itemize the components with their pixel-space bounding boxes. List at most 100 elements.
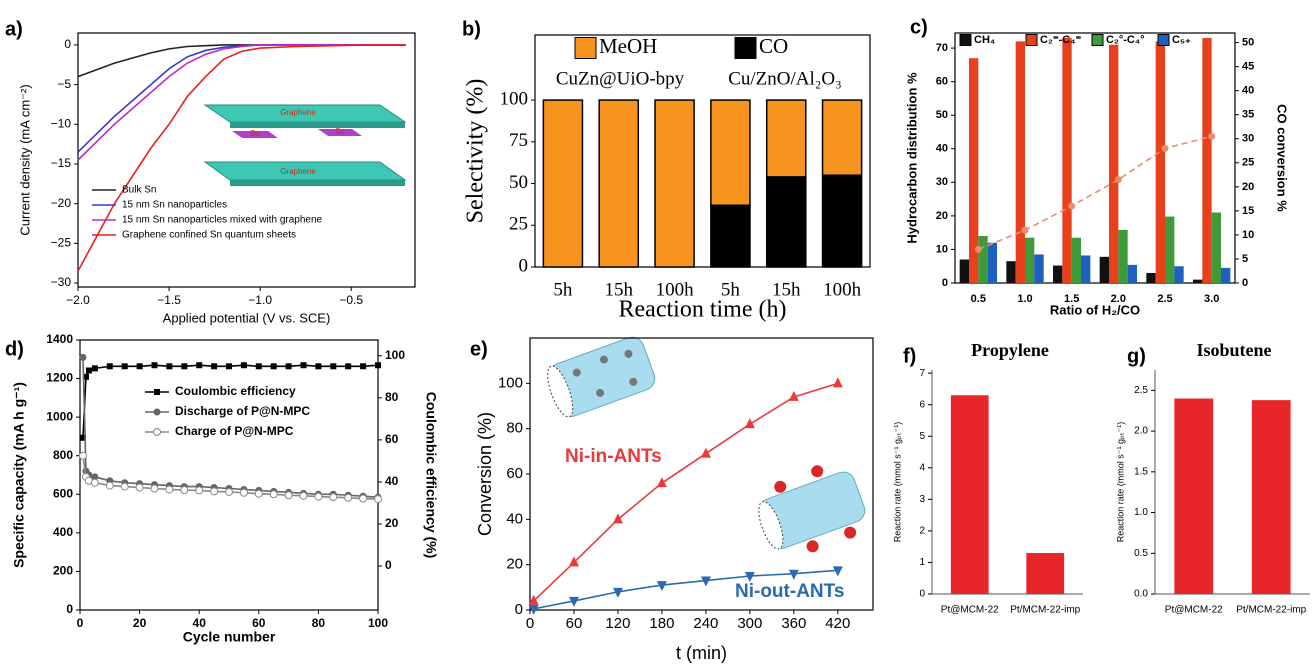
panel-label: a) (5, 18, 23, 40)
particle (624, 349, 633, 358)
y-tick-label: −5 (57, 77, 71, 91)
x-tick-label: 60 (252, 616, 266, 630)
marker (195, 486, 204, 495)
bar-segment (821, 174, 863, 268)
y-tick-label: 100 (498, 374, 523, 391)
x-axis-label: Applied potential (V vs. SCE) (163, 310, 331, 325)
particle (811, 465, 824, 478)
marker (284, 491, 293, 500)
marker (151, 362, 158, 369)
y-tick-label: 1 (919, 557, 925, 568)
panel-label: c) (910, 16, 928, 38)
marker (744, 572, 755, 582)
x-tick-label: 0 (526, 615, 534, 632)
x-tick-label: −1.5 (157, 293, 181, 307)
y2-tick-label: 100 (385, 348, 405, 362)
y-tick-label: 0 (64, 37, 71, 51)
bar (1165, 216, 1175, 283)
marker (528, 594, 539, 605)
bar-segment (542, 99, 584, 268)
inset-label: Graphene (280, 108, 316, 117)
marker (700, 576, 711, 587)
y-axis-label: Conversion (%) (475, 412, 495, 536)
marker (226, 363, 232, 370)
particle (774, 480, 787, 493)
bar (1221, 267, 1231, 283)
panel: −30 −25 −20 −15 −10 −5 0 −2.0 −1.5 −1.0 −0.5 a) Appl… (5, 18, 416, 325)
legend-swatch (959, 34, 972, 46)
y2-tick-label: 0 (1242, 277, 1248, 289)
marker (345, 363, 352, 370)
bar-segment (710, 204, 751, 268)
marker (375, 362, 381, 369)
y-tick-label: 0.0 (1134, 589, 1148, 600)
y-axis-label: Hydrocarbon distribution % (904, 72, 919, 244)
y-tick-label: 5 (919, 431, 925, 442)
x-tick-label: 60 (566, 615, 583, 632)
y-tick-label: 200 (53, 564, 73, 578)
legend-label: Bulk Sn (122, 185, 156, 196)
y-axis-label: Reaction rate (mmol s⁻¹ gₚₜ⁻¹) (892, 422, 902, 543)
marker (90, 478, 99, 487)
inset-a (203, 104, 407, 186)
bar (1025, 237, 1035, 283)
x-tick-label: 180 (649, 615, 674, 632)
x-tick-label: 120 (605, 615, 630, 632)
marker (153, 408, 161, 416)
y-tick-label: 0 (515, 601, 523, 618)
bar (1109, 44, 1119, 283)
graphene-edge (230, 122, 405, 128)
marker (299, 491, 308, 500)
marker (91, 365, 98, 372)
panel: 0 1 2 3 4 5 6 7 Pt@MCM-22 Pt/MCM-22-imp f) Propylen… (892, 340, 1083, 616)
marker (135, 483, 144, 492)
y-tick-label: 2.5 (1134, 385, 1148, 396)
bar (1015, 41, 1025, 283)
x-tick-label: 240 (693, 615, 718, 632)
legend-label: Discharge of P@N-MPC (175, 404, 310, 418)
bar (1118, 229, 1128, 283)
bar (1127, 264, 1137, 283)
legend-swatch (574, 37, 597, 59)
x-tick-label: 15h (772, 279, 801, 300)
sn-sheet (232, 131, 278, 138)
bar (987, 242, 997, 283)
marker (79, 434, 86, 441)
y-tick-label: 0 (66, 602, 73, 616)
y-tick-label: 0 (519, 255, 529, 276)
y2-tick-label: 20 (385, 516, 399, 530)
series-label: Ni-in-ANTs (565, 446, 662, 467)
marker (136, 363, 143, 370)
y-tick-label: 25 (509, 214, 528, 235)
marker (78, 451, 87, 460)
y-tick-label: 0.5 (1134, 548, 1148, 559)
bar-segment (598, 99, 640, 268)
legend-label: 15 nm Sn nanoparticles mixed with graphe… (122, 215, 323, 226)
legend-label: C₅₊ (1172, 34, 1191, 46)
plot-frame (79, 339, 379, 611)
chart-title: Propylene (971, 340, 1049, 360)
y2-axis-label: Coulombic efficiency (%) (423, 392, 439, 558)
y-tick-label: 1400 (46, 332, 73, 346)
marker (285, 363, 292, 370)
y-tick-label: 80 (506, 420, 523, 437)
y-axis-label: Selectivity (%) (463, 79, 489, 224)
legend-swatch (734, 37, 757, 59)
marker (91, 473, 99, 481)
y-tick-label: 1.5 (1134, 466, 1148, 477)
y-tick-label: −20 (51, 196, 72, 210)
marker (120, 482, 129, 491)
bar (1099, 256, 1109, 283)
marker (196, 362, 203, 369)
marker (974, 245, 982, 253)
marker (165, 485, 174, 494)
y-tick-label: 3 (919, 494, 925, 505)
marker (330, 363, 337, 370)
marker (1208, 132, 1216, 140)
marker (166, 363, 173, 370)
x-axis-label: t (min) (676, 643, 727, 663)
x-tick-label: 360 (781, 615, 806, 632)
